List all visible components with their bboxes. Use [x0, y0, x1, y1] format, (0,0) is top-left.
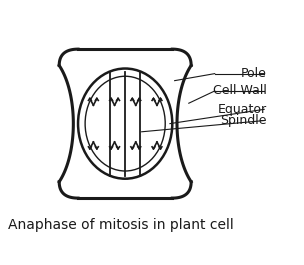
Text: Equator: Equator: [217, 103, 267, 116]
Polygon shape: [59, 49, 191, 198]
Text: Pole: Pole: [241, 67, 267, 80]
Text: Anaphase of mitosis in plant cell: Anaphase of mitosis in plant cell: [8, 218, 233, 232]
Text: Cell Wall: Cell Wall: [213, 85, 267, 98]
Text: Spindle: Spindle: [220, 114, 267, 127]
Ellipse shape: [78, 69, 172, 179]
